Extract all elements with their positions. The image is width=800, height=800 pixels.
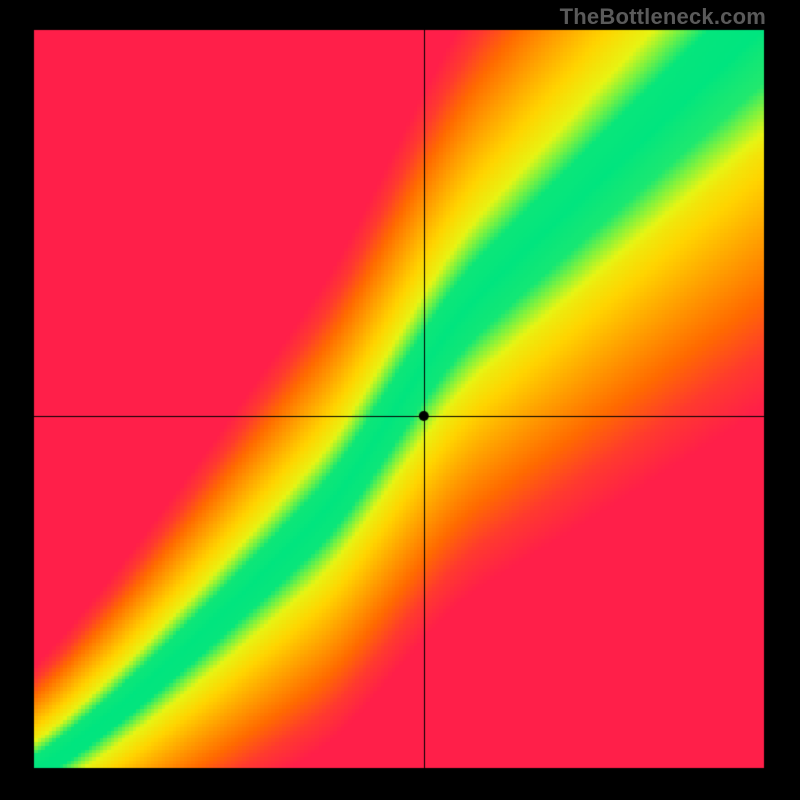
- watermark-text: TheBottleneck.com: [560, 4, 766, 30]
- bottleneck-heatmap: [0, 0, 800, 800]
- chart-container: TheBottleneck.com: [0, 0, 800, 800]
